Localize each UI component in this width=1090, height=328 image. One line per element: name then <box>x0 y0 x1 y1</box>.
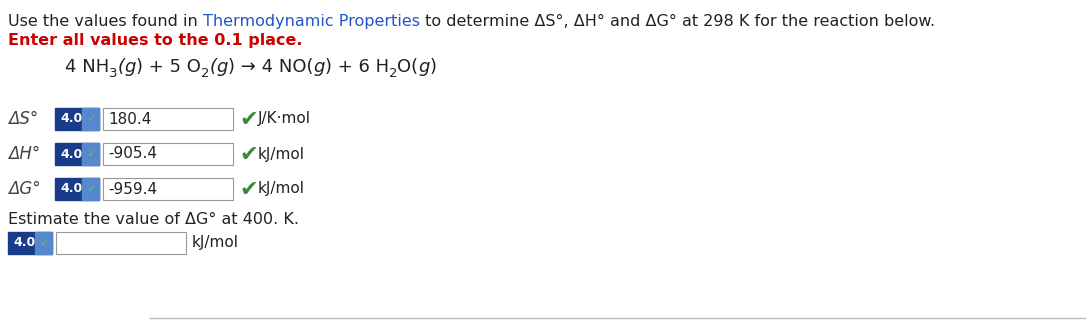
Text: to determine ΔS°, ΔH° and ΔG° at 298 K for the reaction below.: to determine ΔS°, ΔH° and ΔG° at 298 K f… <box>420 14 935 29</box>
Bar <box>82 108 99 130</box>
Text: ✓: ✓ <box>86 149 95 159</box>
Text: 4.0: 4.0 <box>61 182 83 195</box>
Text: g: g <box>217 58 228 76</box>
Bar <box>54 143 99 165</box>
Text: O(: O( <box>398 58 419 76</box>
Text: 2: 2 <box>389 67 398 80</box>
Text: ✓: ✓ <box>86 184 95 194</box>
Bar <box>82 143 99 165</box>
Text: ): ) <box>429 58 437 76</box>
Text: ) + 5 O: ) + 5 O <box>136 58 201 76</box>
Text: ΔG°: ΔG° <box>8 180 40 198</box>
Bar <box>102 143 233 165</box>
Bar <box>8 232 52 254</box>
Text: Thermodynamic Properties: Thermodynamic Properties <box>203 14 420 29</box>
Text: g: g <box>419 58 429 76</box>
Text: g: g <box>124 58 136 76</box>
Text: ✓: ✓ <box>39 238 48 248</box>
Text: ΔS°: ΔS° <box>8 110 38 128</box>
Text: ✔: ✔ <box>239 110 257 130</box>
Text: Use the values found in: Use the values found in <box>8 14 203 29</box>
Text: Estimate the value of ΔG° at 400. K.: Estimate the value of ΔG° at 400. K. <box>8 212 299 227</box>
Bar <box>54 108 99 130</box>
Text: 180.4: 180.4 <box>108 112 152 127</box>
Text: -905.4: -905.4 <box>108 147 157 161</box>
Text: 4.0: 4.0 <box>61 113 83 126</box>
Text: ✔: ✔ <box>239 145 257 165</box>
Text: ΔH°: ΔH° <box>8 145 40 163</box>
Bar <box>54 178 99 200</box>
Text: 4 NH: 4 NH <box>65 58 109 76</box>
Text: 3: 3 <box>109 67 118 80</box>
Text: kJ/mol: kJ/mol <box>192 236 239 251</box>
Bar <box>35 232 52 254</box>
Text: (: ( <box>118 58 124 76</box>
Text: ) → 4 NO(: ) → 4 NO( <box>228 58 314 76</box>
Text: Enter all values to the 0.1 place.: Enter all values to the 0.1 place. <box>8 33 303 48</box>
Text: 2: 2 <box>201 67 209 80</box>
Text: 4.0: 4.0 <box>13 236 36 250</box>
Text: (: ( <box>209 58 217 76</box>
Text: g: g <box>314 58 325 76</box>
Text: J/K·mol: J/K·mol <box>258 112 311 127</box>
Text: ✓: ✓ <box>86 114 95 124</box>
Text: ✔: ✔ <box>239 180 257 200</box>
Text: ) + 6 H: ) + 6 H <box>325 58 389 76</box>
Text: kJ/mol: kJ/mol <box>258 147 305 161</box>
Bar <box>82 178 99 200</box>
Text: 4.0: 4.0 <box>61 148 83 160</box>
Bar <box>56 232 186 254</box>
Bar <box>102 108 233 130</box>
Bar <box>102 178 233 200</box>
Text: kJ/mol: kJ/mol <box>258 181 305 196</box>
Text: -959.4: -959.4 <box>108 181 157 196</box>
